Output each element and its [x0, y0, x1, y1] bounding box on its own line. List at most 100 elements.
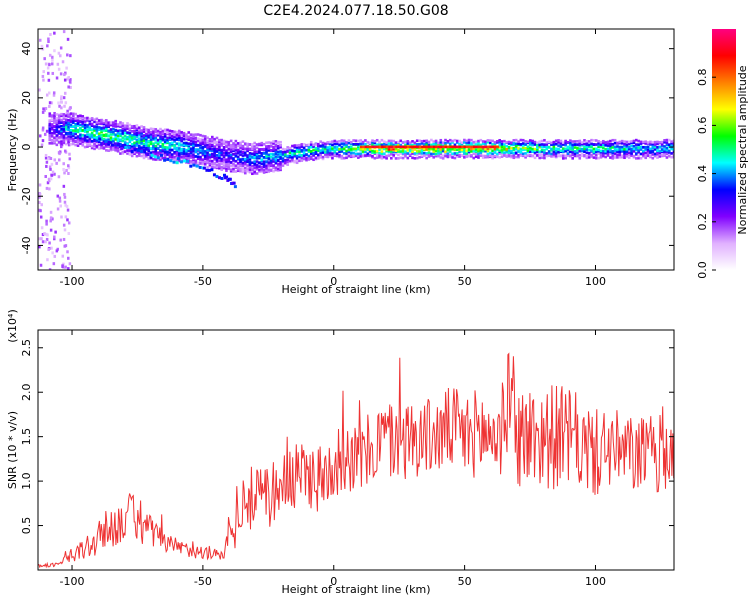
- spectrogram-cell: [135, 147, 139, 151]
- spectrogram-cell: [371, 149, 374, 153]
- spectrogram-cell: [521, 144, 525, 147]
- spectrogram-cell: [613, 141, 617, 145]
- spectrogram-cell: [354, 152, 358, 156]
- spectrogram-cell: [178, 129, 181, 133]
- spectrogram-cell: [128, 153, 132, 156]
- spectrogram-cell: [88, 140, 92, 143]
- spectrogram-cell: [362, 145, 365, 149]
- spectrogram-cell: [444, 145, 448, 149]
- spectrogram-cell: [130, 137, 134, 140]
- spectrogram-cell: [74, 122, 77, 126]
- spectrogram-cell: [107, 145, 110, 148]
- spectrogram-cell: [493, 147, 497, 151]
- spectrogram-cell: [415, 156, 419, 160]
- spectrogram-cell: [632, 150, 636, 153]
- spectrogram-cell: [109, 141, 113, 145]
- spectrogram-cell: [109, 128, 113, 131]
- spectrogram-cell: [119, 121, 122, 124]
- spectrogram-cell: [133, 144, 136, 148]
- spectrogram-cell: [630, 149, 633, 153]
- spectrogram-cell: [211, 139, 214, 143]
- spectrogram-cell: [656, 156, 659, 159]
- spectrogram-cell: [375, 149, 379, 153]
- spectrogram-cell: [232, 149, 235, 152]
- spectrogram-cell: [406, 149, 410, 152]
- spectrogram-cell: [472, 156, 476, 160]
- spectrogram-cell: [265, 145, 268, 148]
- spectrogram-cell: [76, 122, 80, 125]
- spectrogram-cell: [175, 151, 179, 155]
- spectrogram-cell: [373, 156, 377, 160]
- spectrogram-cell: [69, 78, 72, 82]
- spectrogram-cell: [163, 145, 167, 149]
- spectrogram-cell: [425, 148, 428, 151]
- spectrogram-cell: [262, 165, 266, 169]
- spectrogram-cell: [74, 126, 77, 130]
- spectrogram-cell: [317, 149, 320, 152]
- spectrogram-cell: [229, 155, 233, 159]
- spectrogram-cell: [482, 145, 486, 149]
- spectrogram-cell: [385, 142, 388, 146]
- spectrogram-cell: [463, 141, 466, 144]
- spectrogram-cell: [123, 128, 127, 131]
- spectrogram-cell: [152, 130, 155, 133]
- spectrogram-cell: [172, 160, 176, 164]
- spectrogram-cell: [380, 156, 384, 160]
- spectrogram-cell: [67, 115, 70, 118]
- spectrogram-cell: [663, 147, 666, 151]
- spectrogram-cell: [632, 139, 636, 143]
- spectrogram-cell: [630, 141, 633, 145]
- spectrogram-cell: [149, 151, 153, 154]
- spectrogram-cell: [324, 142, 327, 146]
- spectrogram-cell: [166, 140, 169, 143]
- spectrogram-cell: [258, 161, 261, 164]
- spectrogram-cell: [154, 147, 158, 151]
- spectrogram-cell: [411, 152, 414, 155]
- spectrogram-cell: [173, 138, 176, 142]
- spectrogram-cell: [114, 122, 118, 126]
- spectrogram-cell: [64, 131, 68, 135]
- spectrogram-cell: [342, 143, 346, 147]
- spectrogram-cell: [347, 154, 351, 158]
- spectrogram-cell: [606, 140, 610, 144]
- spectrogram-cell: [83, 145, 87, 149]
- spectrogram-cell: [105, 149, 108, 152]
- spectrogram-cell: [114, 135, 118, 139]
- spectrogram-cell: [561, 141, 565, 144]
- spectrogram-cell: [213, 161, 216, 165]
- spectrogram-cell: [319, 140, 322, 143]
- spectrogram-cell: [116, 139, 120, 143]
- spectrogram-cell: [215, 160, 219, 163]
- spectrogram-cell: [100, 128, 103, 132]
- spectrogram-cell: [580, 153, 584, 156]
- spectrogram-cell: [119, 132, 122, 135]
- spectrogram-cell: [375, 156, 379, 159]
- spectrogram-cell: [380, 154, 384, 158]
- spectrogram-cell: [203, 162, 207, 166]
- spectrogram-cell: [274, 150, 278, 153]
- spectrogram-cell: [331, 156, 334, 160]
- spectrogram-cell: [194, 159, 198, 163]
- spectrogram-cell: [255, 165, 259, 169]
- spectrogram-cell: [206, 146, 209, 149]
- spectrogram-cell: [420, 139, 424, 143]
- spectrogram-cell: [258, 154, 261, 158]
- spectrogram-cell: [203, 157, 207, 161]
- spectrogram-cell: [477, 145, 481, 149]
- spectrogram-cell: [135, 127, 139, 131]
- spectrogram-cell: [632, 147, 636, 151]
- spectrogram-cell: [72, 139, 75, 143]
- spectrogram-cell: [366, 152, 370, 156]
- spectrogram-cell: [552, 150, 556, 154]
- spectrogram-cell: [599, 143, 603, 146]
- spectrogram-cell: [166, 146, 169, 149]
- spectrogram-cell: [293, 146, 297, 149]
- spectrogram-cell: [105, 145, 108, 148]
- spectrogram-cell: [554, 152, 558, 155]
- spectrogram-cell: [105, 127, 108, 131]
- spectrogram-cell: [390, 148, 393, 151]
- spectrogram-cell: [274, 140, 278, 143]
- spectrogram-cell: [60, 215, 63, 219]
- spectrogram-cell: [587, 153, 591, 157]
- spectrogram-cell: [354, 139, 358, 143]
